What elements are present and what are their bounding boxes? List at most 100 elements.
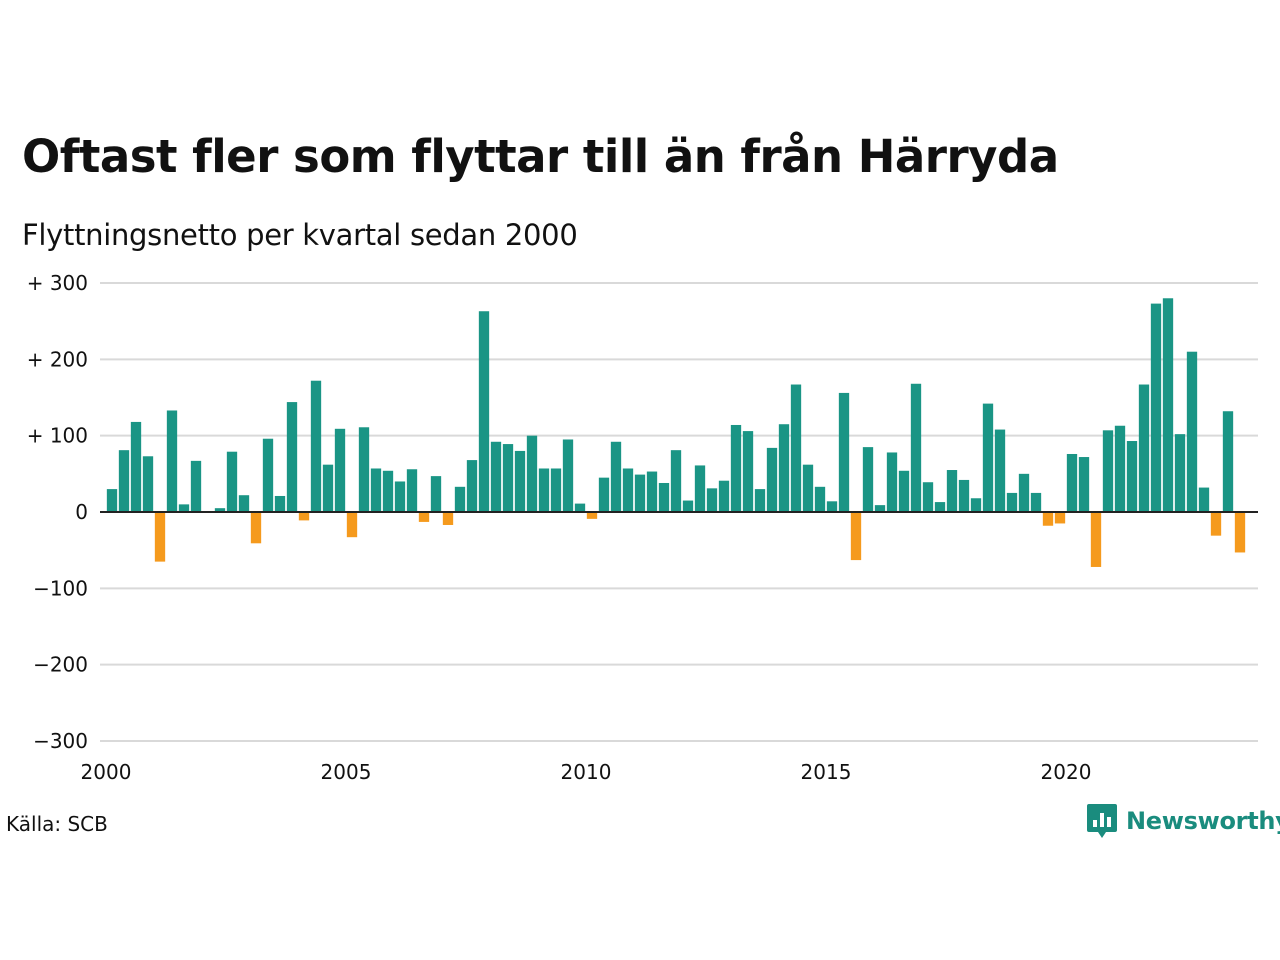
bar [250,512,262,544]
bar [490,441,502,512]
bar [106,489,118,512]
bar [1150,303,1162,512]
bar [610,441,622,512]
newsworthy-logo: Newsworthy [1086,803,1280,839]
bar [1078,457,1090,512]
bar [730,424,742,512]
bar [874,505,886,512]
y-tick-label: 0 [75,500,88,524]
bar [694,465,706,512]
bar [670,450,682,512]
y-tick-label: −200 [33,653,88,677]
bar [1222,411,1234,512]
bar [862,447,874,512]
bar [1138,384,1150,512]
bar [766,447,778,512]
bar [634,474,646,512]
bar [394,481,406,512]
y-axis-labels: + 300 + 200 + 100 0 −100 −200 −300 [27,271,88,753]
newsworthy-chart-bubble-icon [1087,804,1117,838]
bar [118,450,130,512]
bar [958,479,970,512]
bar [466,460,478,512]
bar [538,468,550,512]
bar [1162,298,1174,512]
bar [1042,512,1054,526]
bar [406,469,418,512]
bar [1090,512,1102,567]
bar [922,482,934,512]
bar [298,512,310,521]
logo-text: Newsworthy [1126,807,1280,835]
bar [214,508,226,512]
bar [226,451,238,512]
x-tick-label: 2000 [81,760,132,784]
x-tick-label: 2020 [1041,760,1092,784]
bar [898,470,910,512]
bar [718,480,730,512]
bar [838,392,850,512]
bar [154,512,166,562]
bar [802,464,814,512]
bar [322,464,334,512]
bar [286,402,298,512]
chart-title: Oftast fler som flyttar till än från Här… [22,130,1059,183]
bar [850,512,862,561]
bar [1066,453,1078,512]
x-tick-label: 2010 [561,760,612,784]
chart-subtitle: Flyttningsnetto per kvartal sedan 2000 [22,218,578,252]
bar-chart: + 300 + 200 + 100 0 −100 −200 −300 2000 2005 201… [27,271,1258,784]
bar [274,495,286,512]
bar [442,512,454,525]
bar [370,468,382,512]
bar [358,427,370,512]
bars [106,298,1246,567]
x-axis-labels: 2000 2005 2010 2015 2020 [81,760,1092,784]
bar [814,486,826,512]
bar [742,431,754,512]
bar [646,471,658,512]
bar [142,456,154,512]
bar [910,383,922,512]
source-note: Källa: SCB [6,812,108,836]
bar [418,512,430,522]
bar [382,470,394,512]
bar [550,468,562,512]
bar [346,512,358,538]
bar [130,421,142,512]
bar [778,424,790,512]
bar [994,429,1006,512]
bar [826,501,838,512]
bar [514,450,526,512]
bar [562,439,574,512]
bar [1006,492,1018,512]
y-tick-label: −300 [33,729,88,753]
bar [178,504,190,512]
bar [1054,512,1066,524]
bar [982,403,994,512]
bar [1186,351,1198,512]
bar [478,311,490,512]
bar [1198,487,1210,512]
bar [574,503,586,512]
bar [970,498,982,512]
bar [334,428,346,512]
bar [790,384,802,512]
bar [1234,512,1246,553]
bar [598,477,610,512]
bar [1018,473,1030,512]
y-tick-label: + 300 [27,271,88,295]
bar [622,468,634,512]
bar [262,438,274,512]
bar [430,476,442,512]
x-tick-label: 2005 [321,760,372,784]
bar [946,470,958,512]
bar [238,495,250,512]
y-tick-label: −100 [33,576,88,600]
bar [310,380,322,512]
bar [586,512,598,519]
bar [706,488,718,512]
bar [1126,441,1138,512]
bar [1030,492,1042,512]
bar [190,460,202,512]
